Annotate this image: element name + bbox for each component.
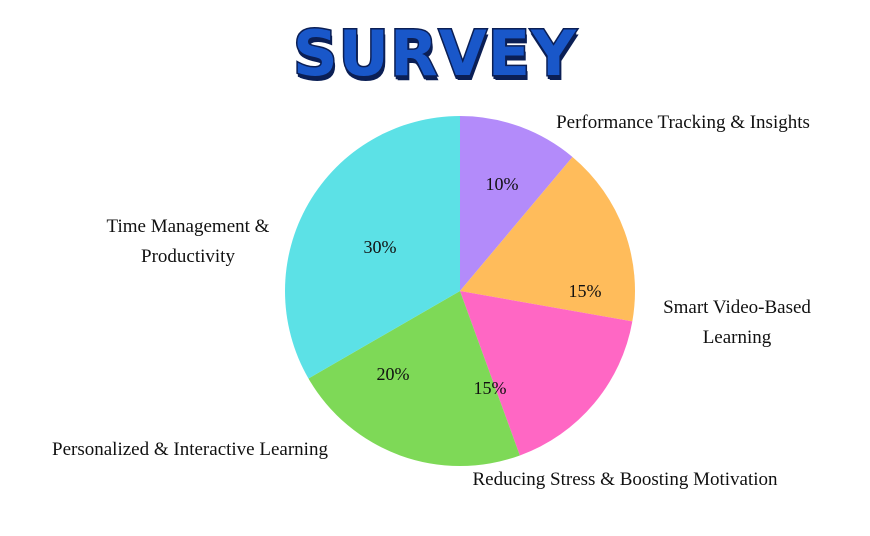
slice-category-label: Performance Tracking & Insights — [556, 112, 810, 133]
slice-category-label: Smart Video-Based Learning — [663, 297, 811, 348]
slice-category-label: Reducing Stress & Boosting Motivation — [472, 469, 778, 490]
slice-category-label: Personalized & Interactive Learning — [52, 439, 328, 460]
slice-percent-label: 10% — [486, 174, 519, 194]
slice-percent-label: 15% — [474, 378, 507, 398]
slice-percent-label: 20% — [377, 364, 410, 384]
slice-percent-label: 15% — [569, 281, 602, 301]
slice-category-label: Time Management & Productivity — [107, 216, 270, 267]
slice-percent-label: 30% — [364, 237, 397, 257]
